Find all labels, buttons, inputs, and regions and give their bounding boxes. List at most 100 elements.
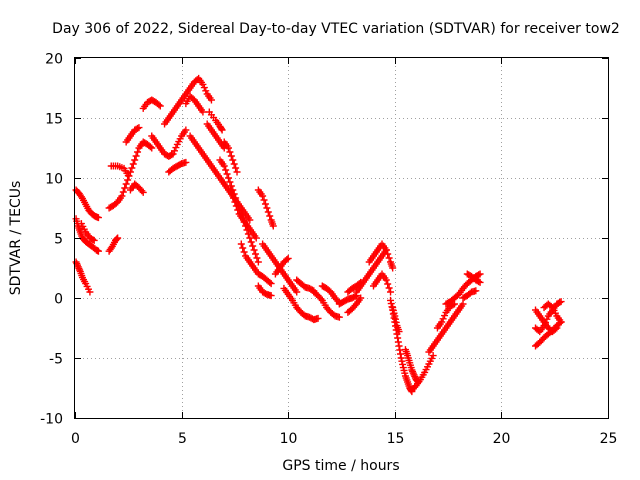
data-point bbox=[124, 172, 132, 180]
data-point bbox=[240, 248, 248, 256]
data-point bbox=[557, 318, 565, 326]
data-point bbox=[182, 126, 190, 134]
y-tick-label: -10 bbox=[40, 412, 63, 428]
data-point bbox=[227, 182, 235, 190]
data-point bbox=[394, 334, 402, 342]
data-series bbox=[254, 186, 277, 230]
data-series bbox=[463, 270, 484, 286]
data-point bbox=[226, 148, 234, 156]
data-point bbox=[439, 315, 447, 323]
data-point bbox=[129, 160, 137, 168]
data-point bbox=[283, 256, 291, 264]
data-point bbox=[261, 200, 269, 208]
data-point bbox=[246, 234, 254, 242]
data-series bbox=[107, 162, 132, 180]
y-tick-label: 0 bbox=[54, 292, 63, 308]
data-point bbox=[385, 284, 393, 292]
data-point bbox=[382, 276, 390, 284]
data-point bbox=[395, 342, 403, 350]
data-point bbox=[146, 143, 154, 151]
data-point bbox=[200, 84, 208, 92]
data-point bbox=[269, 222, 277, 230]
data-series bbox=[165, 158, 190, 176]
x-tick-label: 25 bbox=[600, 431, 618, 447]
data-point bbox=[314, 314, 322, 322]
data-point bbox=[392, 318, 400, 326]
data-series bbox=[237, 240, 275, 288]
data-point bbox=[89, 236, 97, 244]
data-point bbox=[126, 168, 134, 176]
data-point bbox=[233, 168, 241, 176]
data-point bbox=[134, 148, 142, 156]
data-point bbox=[409, 368, 417, 376]
data-point bbox=[540, 322, 548, 330]
y-tick-label: 5 bbox=[54, 232, 63, 248]
data-point bbox=[122, 180, 130, 188]
data-point bbox=[182, 158, 190, 166]
data-point bbox=[384, 250, 392, 258]
data-point bbox=[227, 186, 235, 194]
data-point bbox=[223, 170, 231, 178]
x-tick-label: 10 bbox=[280, 431, 298, 447]
data-series bbox=[122, 124, 143, 146]
data-point bbox=[267, 280, 275, 288]
data-series bbox=[369, 270, 395, 296]
data-point bbox=[293, 288, 301, 296]
data-point bbox=[472, 287, 480, 295]
y-tick-label: 20 bbox=[45, 52, 63, 68]
data-series bbox=[408, 352, 437, 394]
data-series bbox=[105, 138, 156, 212]
data-point bbox=[119, 188, 127, 196]
data-point bbox=[199, 108, 207, 116]
data-point bbox=[252, 234, 260, 242]
data-point bbox=[247, 238, 255, 246]
data-series bbox=[344, 294, 365, 316]
data-series bbox=[271, 254, 292, 278]
data-point bbox=[263, 204, 271, 212]
data-point bbox=[556, 298, 564, 306]
data-series bbox=[310, 288, 343, 321]
data-point bbox=[202, 87, 210, 95]
data-point bbox=[112, 236, 120, 244]
data-point bbox=[94, 214, 102, 222]
grid-lines bbox=[75, 58, 608, 418]
data-point bbox=[229, 194, 237, 202]
data-point bbox=[476, 278, 484, 286]
chart-title: Day 306 of 2022, Sidereal Day-to-day VTE… bbox=[52, 21, 620, 37]
data-point bbox=[396, 350, 404, 358]
data-series bbox=[389, 304, 403, 336]
data-point bbox=[227, 152, 235, 160]
data-point bbox=[317, 295, 325, 303]
data-point bbox=[113, 235, 121, 243]
data-point bbox=[148, 144, 156, 152]
data-point bbox=[128, 164, 136, 172]
data-point bbox=[382, 246, 390, 254]
data-point bbox=[476, 270, 484, 278]
data-point bbox=[410, 371, 418, 379]
data-series bbox=[540, 300, 565, 326]
data-point bbox=[232, 164, 240, 172]
data-point bbox=[335, 313, 343, 321]
data-series bbox=[105, 234, 122, 255]
data-point bbox=[170, 147, 178, 155]
data-point bbox=[94, 247, 102, 255]
data-series bbox=[72, 215, 102, 255]
data-point bbox=[411, 383, 419, 391]
x-tick-label: 5 bbox=[178, 431, 187, 447]
data-point bbox=[246, 216, 254, 224]
data-series bbox=[425, 300, 467, 356]
data-series bbox=[280, 284, 322, 324]
data-point bbox=[237, 240, 245, 248]
data-point bbox=[438, 318, 446, 326]
data-series bbox=[72, 186, 102, 222]
data-point bbox=[408, 366, 416, 374]
data-series bbox=[161, 74, 215, 128]
data-series bbox=[433, 300, 458, 332]
data-series bbox=[126, 180, 147, 196]
y-axis-label: SDTVAR / TECUs bbox=[8, 181, 24, 296]
data-point bbox=[475, 278, 483, 286]
data-point bbox=[398, 357, 406, 365]
data-point bbox=[239, 244, 247, 252]
data-series bbox=[220, 138, 241, 176]
data-point bbox=[267, 292, 275, 300]
